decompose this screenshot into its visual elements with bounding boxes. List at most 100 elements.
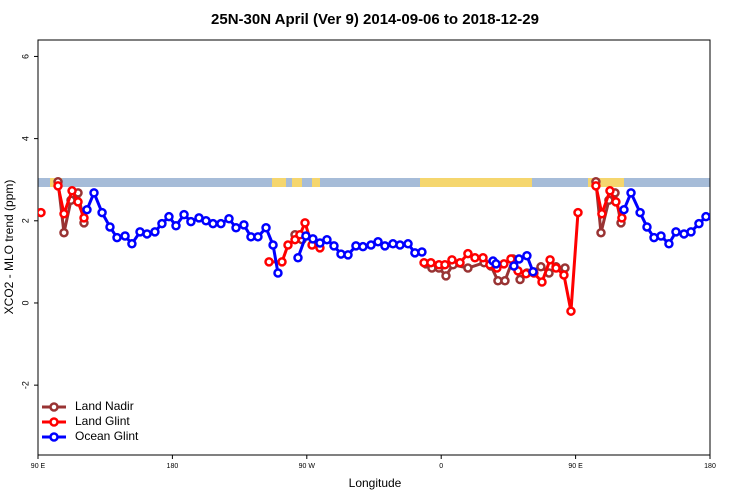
data-point (617, 213, 627, 223)
data-point (157, 218, 167, 229)
data-point (329, 241, 339, 251)
data-point (545, 255, 555, 265)
data-point (164, 211, 174, 222)
data-point (447, 255, 457, 265)
data-point (268, 240, 278, 250)
data-point (463, 248, 473, 259)
data-point (239, 220, 249, 230)
legend-label: Land Glint (75, 414, 130, 428)
data-point (343, 250, 353, 260)
data-point (671, 227, 681, 237)
y-axis-label: XCO2 - MLO trend (ppm) (2, 180, 16, 315)
data-point (283, 240, 293, 250)
data-point (82, 204, 92, 215)
data-point (261, 223, 271, 233)
data-point (559, 270, 569, 280)
data-point (208, 218, 218, 229)
data-point (216, 218, 226, 229)
data-point (53, 181, 63, 191)
data-point (656, 231, 666, 241)
data-point (478, 253, 488, 263)
legend-marker (49, 432, 59, 442)
data-point (120, 231, 130, 241)
x-tick-label: 180 (167, 463, 179, 470)
data-point (150, 227, 160, 237)
data-point (626, 188, 636, 198)
legend-label: Land Nadir (75, 399, 134, 413)
data-point (395, 240, 405, 250)
data-point (253, 232, 263, 242)
data-point (171, 220, 181, 231)
data-point (358, 241, 368, 252)
legend-label: Ocean Glint (75, 429, 139, 443)
y-tick-label: -2 (20, 381, 30, 389)
data-point (441, 271, 451, 281)
data-point (224, 213, 234, 224)
data-point (380, 241, 390, 251)
data-point (491, 259, 501, 269)
data-point (59, 209, 69, 219)
land-ocean-strip (38, 178, 710, 187)
data-point (522, 250, 532, 261)
data-point (591, 181, 601, 191)
data-point (611, 197, 621, 207)
chart-title: 25N-30N April (Ver 9) 2014-09-06 to 2018… (211, 11, 539, 28)
data-point (264, 257, 274, 267)
data-point (373, 236, 383, 247)
y-tick-label: 6 (20, 54, 30, 59)
data-point (308, 234, 318, 244)
data-point (509, 261, 519, 271)
data-point (514, 254, 524, 264)
data-point (97, 207, 107, 218)
data-point (426, 257, 436, 268)
data-point (38, 207, 46, 218)
y-tick-label: 0 (20, 300, 30, 305)
data-point (605, 186, 615, 196)
data-point (573, 207, 583, 218)
data-point (500, 276, 510, 286)
x-tick-label: 90 W (299, 463, 316, 470)
data-point (231, 223, 241, 233)
x-tick-label: 0 (439, 463, 443, 470)
data-point (277, 257, 287, 267)
data-point (112, 232, 122, 243)
data-point (528, 266, 538, 277)
data-point (366, 240, 376, 250)
data-point (105, 222, 115, 232)
data-point (635, 207, 645, 218)
data-point (515, 274, 525, 285)
data-point (403, 239, 413, 249)
data-point (551, 263, 561, 273)
data-point (417, 247, 427, 257)
data-point (186, 216, 196, 227)
legend-marker (49, 417, 59, 427)
data-point (463, 263, 473, 273)
data-point (315, 238, 325, 248)
data-point (470, 253, 480, 263)
data-point (499, 259, 509, 269)
data-point (300, 218, 310, 228)
data-point (619, 204, 629, 215)
data-point (59, 227, 69, 238)
legend-marker (49, 402, 59, 412)
data-point (179, 209, 189, 220)
data-point (67, 186, 77, 196)
data-point (597, 209, 607, 219)
data-point (537, 277, 547, 287)
x-tick-label: 90 E (568, 463, 583, 470)
data-point (322, 234, 332, 245)
data-point (273, 268, 283, 278)
data-point (293, 253, 303, 263)
data-point (127, 239, 137, 249)
data-point (73, 197, 83, 207)
data-point (566, 306, 576, 316)
x-tick-label: 180 (704, 463, 716, 470)
data-point (440, 260, 450, 270)
data-point (455, 257, 465, 268)
data-point (664, 239, 674, 249)
x-axis-label: Longitude (349, 476, 402, 490)
data-point (79, 213, 89, 223)
data-point (642, 222, 652, 232)
data-point (686, 227, 696, 237)
